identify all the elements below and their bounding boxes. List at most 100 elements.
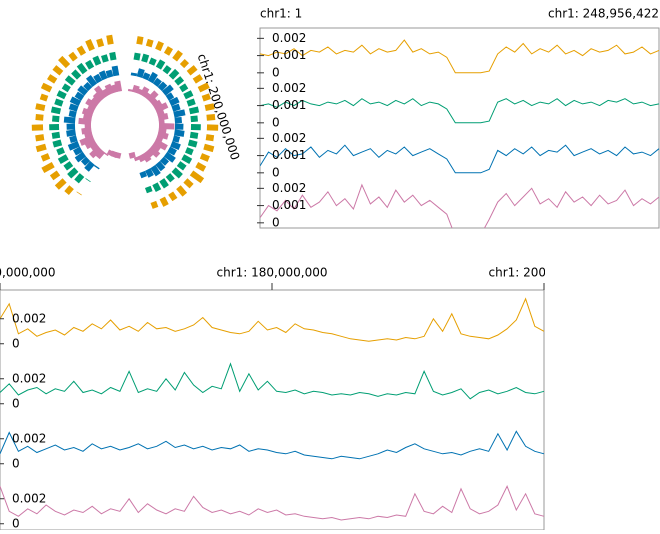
circular-bar <box>67 132 76 133</box>
circular-bar <box>174 170 181 177</box>
y-tick-label: 0.002 <box>272 81 306 95</box>
circular-bar <box>159 130 167 131</box>
circular-bar <box>71 99 80 103</box>
circular-bar <box>109 35 111 44</box>
x-tick-label: chr1: 1 <box>260 7 302 21</box>
circular-bar <box>113 85 115 92</box>
circular-bar <box>189 67 196 73</box>
circular-bar <box>151 59 154 65</box>
circular-bar <box>52 109 61 111</box>
circular-bar <box>136 53 137 60</box>
circular-bar <box>43 165 53 171</box>
x-tick-label: chr1: 248,956,422 <box>548 7 659 21</box>
circular-bar <box>175 52 181 60</box>
circular-bar <box>60 58 68 66</box>
circular-bar <box>201 156 209 159</box>
circular-bar <box>153 202 155 208</box>
circular-bar <box>176 78 182 83</box>
circular-bar <box>77 175 82 181</box>
circular-bar <box>155 184 158 191</box>
circular-bar <box>153 167 158 175</box>
circular-bar <box>157 112 164 114</box>
circular-bar <box>70 138 77 140</box>
y-tick-label: 0.002 <box>272 131 306 145</box>
y-tick-label: 0 <box>12 396 20 410</box>
circular-bar <box>171 193 175 199</box>
circular-bar <box>185 180 191 186</box>
circular-bar <box>84 116 92 118</box>
y-tick-label: 0.002 <box>12 371 46 385</box>
circular-bar <box>59 157 67 161</box>
circular-bar <box>79 88 86 94</box>
circular-bar <box>148 187 150 192</box>
circular-bar <box>105 153 106 154</box>
track-line <box>260 40 659 73</box>
circular-bar <box>67 187 72 193</box>
y-tick-label: 0.001 <box>272 98 306 112</box>
circular-bar <box>69 144 79 148</box>
circular-bar <box>142 172 144 177</box>
circular-bar <box>52 119 59 120</box>
track-line <box>0 364 544 399</box>
circular-bar <box>64 120 75 121</box>
circular-bar <box>188 101 195 103</box>
circular-bar <box>36 117 44 118</box>
y-tick-label: 0.001 <box>272 198 306 212</box>
x-tick-label: chr1: 180,000,000 <box>217 266 328 280</box>
circular-bar <box>110 151 112 155</box>
circular-bar <box>42 156 49 159</box>
circular-bar <box>145 73 148 79</box>
circular-bar <box>55 101 62 103</box>
circular-bar <box>170 100 178 104</box>
circular-bar <box>117 81 119 91</box>
y-tick-label: 0 <box>12 456 20 470</box>
circular-bar <box>132 153 133 158</box>
circular-bar <box>99 39 101 46</box>
circular-bar <box>197 165 205 169</box>
circular-bar <box>112 52 113 60</box>
y-tick-label: 0 <box>12 336 20 350</box>
circular-bar <box>182 61 187 66</box>
tracks <box>260 40 659 237</box>
circular-bar <box>206 137 214 138</box>
circular-bar <box>52 135 60 136</box>
circular-bar <box>158 116 168 118</box>
circular-bar <box>186 150 192 153</box>
track-line <box>0 486 544 520</box>
circular-bar <box>194 77 201 81</box>
circular-bar <box>36 106 45 108</box>
circular-bar <box>96 167 97 168</box>
circular-bar <box>192 173 203 181</box>
circular-bar <box>155 80 159 86</box>
circular-bar <box>171 71 177 78</box>
circular-bar <box>79 121 92 122</box>
y-tick-label: 0 <box>12 516 20 530</box>
circular-bar <box>158 61 162 68</box>
y-tick-label: 0 <box>272 65 280 79</box>
circular-bar <box>67 78 74 84</box>
circular-bar <box>149 40 151 47</box>
y-tick-label: 0.001 <box>272 148 306 162</box>
x-tick-label: chr1: 200,000,000 <box>489 266 600 280</box>
circular-bar <box>172 106 179 108</box>
circular-bar <box>183 157 191 161</box>
track-line <box>260 145 659 173</box>
circular-bar <box>169 149 176 153</box>
y-tick-label: 0 <box>272 215 280 229</box>
circular-bar <box>140 155 143 161</box>
circular-bar <box>69 113 76 114</box>
whole-chromosome-panel: chr1: 1 chr1: 248,956,422 0 0.001 0.002 0 0.00… <box>257 7 659 237</box>
circular-bar <box>102 71 105 79</box>
circular-bar <box>207 117 215 118</box>
y-tick-label: 0.002 <box>12 311 46 325</box>
circular-bar <box>73 72 79 78</box>
circular-bar <box>52 173 59 178</box>
circular-bar <box>95 57 98 65</box>
track-line <box>260 185 659 237</box>
circular-bar <box>79 47 83 54</box>
circular-bar <box>76 154 84 160</box>
circular-bar <box>148 170 151 177</box>
